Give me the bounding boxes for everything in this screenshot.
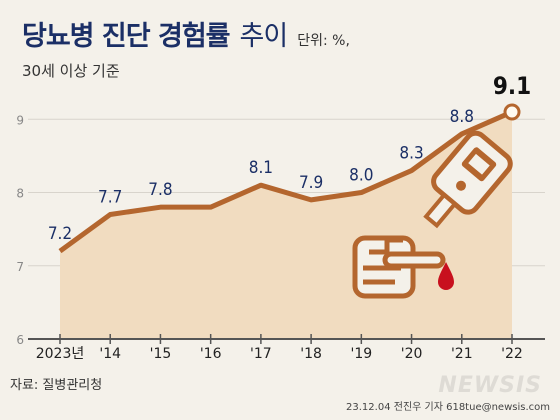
page-title: 당뇨병 진단 경험률 <box>22 21 231 52</box>
data-label: 7.8 <box>148 180 172 200</box>
glucose-meter-icon <box>423 130 513 229</box>
watermark: NEWSIS <box>438 373 542 398</box>
series-line <box>58 109 514 254</box>
subtitle: 30세 이상 기준 <box>22 62 120 80</box>
blood-drop-icon <box>438 262 454 290</box>
data-label: 8.0 <box>349 166 373 186</box>
x-tick-label: '15 <box>150 346 172 362</box>
data-label: 7.2 <box>48 224 72 244</box>
source-note: 자료: 질병관리청 <box>10 378 103 393</box>
y-tick-label: 7 <box>16 260 24 274</box>
x-tick-label: '19 <box>350 346 372 362</box>
x-tick-label: '17 <box>250 346 272 362</box>
x-axis-ticks: 2023년 '14 '15 '16 '17 '18 '19 '20 '21 '22 <box>36 334 523 362</box>
data-label: 7.7 <box>98 188 122 208</box>
data-label: 7.9 <box>299 173 323 193</box>
credit-line: 23.12.04 전진우 기자 618tue@newsis.com <box>346 402 550 413</box>
data-label: 8.8 <box>450 107 474 127</box>
y-tick-label: 9 <box>16 113 24 127</box>
title-row: 당뇨병 진단 경험률 추이 단위: %, <box>22 14 350 53</box>
x-tick-label: '18 <box>300 346 322 362</box>
data-markers <box>59 103 521 252</box>
y-tick-label: 8 <box>16 187 24 201</box>
data-point-highlight <box>503 103 521 121</box>
x-tick-label: 2023년 <box>36 346 85 362</box>
x-tick-label: '20 <box>401 346 423 362</box>
y-tick-label: 6 <box>16 333 24 347</box>
data-label: 8.3 <box>399 144 423 164</box>
page-title-suffix: 추이 <box>239 21 289 52</box>
data-labels: 7.2 7.7 7.8 8.1 7.9 8.0 8.3 8.8 9.1 <box>48 72 531 244</box>
x-tick-label: '22 <box>501 346 523 362</box>
unit-label: 단위: %, <box>297 33 350 49</box>
pointing-hand-icon <box>352 235 446 299</box>
data-label: 9.1 <box>493 72 531 100</box>
data-label: 8.1 <box>249 158 273 178</box>
x-tick-label: '21 <box>451 346 473 362</box>
x-tick-label: '14 <box>99 346 121 362</box>
x-tick-label: '16 <box>200 346 222 362</box>
y-axis-ticks: 6 7 8 9 <box>16 113 24 347</box>
